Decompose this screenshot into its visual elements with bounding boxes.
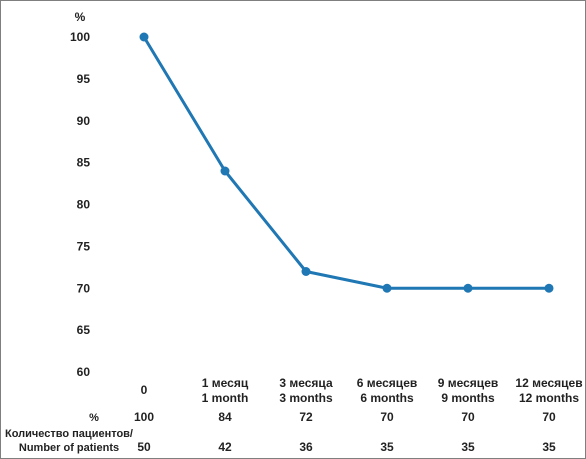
table-cell: 70	[380, 410, 394, 424]
y-tick-label: 70	[77, 281, 91, 295]
table-cell: 84	[218, 410, 232, 424]
x-tick-label: 1 month	[202, 391, 249, 405]
y-tick-label: 65	[77, 323, 91, 337]
x-tick-label: 6 months	[360, 391, 414, 405]
data-point	[220, 166, 230, 176]
table-row-label: Количество пациентов/	[5, 428, 133, 440]
table-cell: 35	[461, 440, 475, 454]
x-tick-label: 9 месяцев	[438, 376, 499, 390]
data-point	[301, 267, 311, 276]
x-tick-label: 6 месяцев	[357, 376, 418, 390]
x-tick-label: 3 месяца	[279, 376, 333, 390]
table-cell: 36	[299, 440, 313, 454]
data-point	[139, 32, 149, 42]
data-table: % 100 84 72 70 70 70 Количество пациентов/Numbe…	[5, 410, 556, 454]
table-cell: 35	[380, 440, 394, 454]
y-tick-label: 60	[77, 365, 91, 379]
table-cell: 42	[218, 440, 232, 454]
x-tick-label: 12 месяцев	[515, 376, 582, 390]
data-point	[463, 283, 473, 293]
table-row-label: Number of patients	[19, 442, 119, 454]
y-tick-label: 85	[77, 156, 91, 170]
x-tick-label: 1 месяц	[202, 376, 249, 390]
table-row-label: %	[89, 412, 99, 424]
x-tick-label: 12 months	[519, 391, 579, 405]
table-cell: 70	[461, 410, 475, 424]
data-point	[544, 283, 554, 293]
data-point	[382, 283, 392, 293]
y-axis: % 60 65 70 75 80 85 90 95 100	[70, 10, 90, 379]
series-line	[139, 32, 554, 293]
table-cell: 70	[542, 410, 556, 424]
table-cell: 100	[134, 410, 154, 424]
table-cell: 50	[137, 440, 151, 454]
table-cell: 35	[542, 440, 556, 454]
x-tick-label: 9 months	[441, 391, 495, 405]
x-tick-label: 0	[141, 383, 148, 397]
y-axis-label: %	[75, 10, 86, 24]
y-tick-label: 80	[77, 198, 91, 212]
table-cell: 72	[299, 410, 313, 424]
y-tick-label: 100	[70, 30, 90, 44]
y-tick-label: 90	[77, 114, 91, 128]
y-tick-label: 75	[77, 239, 91, 253]
y-tick-label: 95	[77, 72, 91, 86]
x-tick-label: 3 months	[279, 391, 333, 405]
series-line-path	[142, 36, 549, 290]
